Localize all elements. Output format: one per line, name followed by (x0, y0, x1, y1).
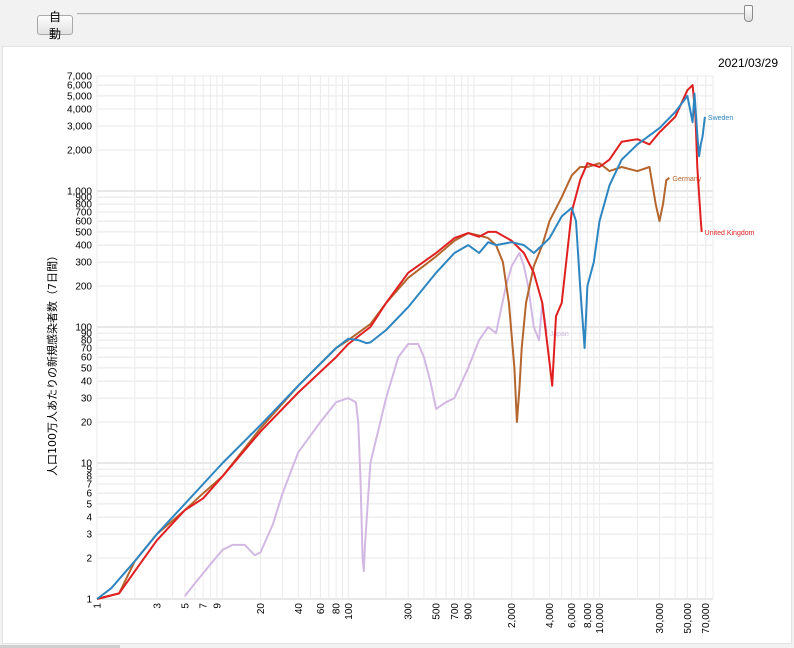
y-tick-label: 700 (75, 208, 92, 219)
x-tick-label: 40 (294, 603, 305, 615)
y-tick-label: 20 (81, 418, 93, 429)
y-tick-label: 3,000 (67, 122, 92, 133)
x-tick-label: 30,000 (655, 603, 666, 634)
x-tick-label: 70,000 (701, 603, 712, 634)
y-tick-label: 2,000 (67, 146, 92, 157)
bottom-scrollbar[interactable] (0, 645, 120, 648)
x-tick-label: 500 (432, 603, 443, 620)
y-tick-label: 500 (75, 227, 92, 238)
y-tick-label: 8 (86, 472, 92, 483)
y-tick-label: 800 (75, 200, 92, 211)
x-tick-label: 60 (316, 603, 327, 615)
y-tick-label: 90 (81, 329, 93, 340)
y-tick-label: 6,000 (67, 81, 92, 92)
y-tick-label: 60 (81, 353, 93, 364)
y-tick-label: 100 (75, 322, 92, 333)
x-tick-label: 5 (180, 603, 191, 609)
date-slider-track[interactable] (77, 13, 750, 15)
y-tick-label: 300 (75, 258, 92, 269)
x-tick-label: 7 (199, 603, 210, 609)
y-tick-label: 4 (86, 513, 92, 524)
y-tick-label: 5,000 (67, 91, 92, 102)
chart-date-label: 2021/03/29 (717, 56, 778, 70)
chart-panel (2, 46, 792, 644)
x-tick-label: 900 (464, 603, 475, 620)
y-tick-label: 10 (81, 458, 93, 469)
y-tick-label: 200 (75, 282, 92, 293)
x-tick-label: 50,000 (683, 603, 694, 634)
series-label: Sweden (708, 115, 733, 122)
x-tick-label: 6,000 (567, 603, 578, 628)
series-line-germany (96, 162, 671, 600)
x-tick-label: 3 (152, 603, 163, 609)
chart-series: Japan Germany United Kingdom Sweden (96, 84, 755, 600)
series-line-japan (184, 252, 548, 597)
y-tick-label: 7 (86, 480, 92, 491)
toolbar: 自動 (0, 0, 794, 44)
series-label: United Kingdom (705, 230, 755, 237)
y-tick-label: 40 (81, 377, 93, 388)
y-tick-label: 80 (81, 336, 93, 347)
y-tick-label: 50 (81, 363, 93, 374)
x-tick-label: 20 (256, 603, 267, 615)
y-tick-label: 900 (75, 193, 92, 204)
auto-play-button[interactable]: 自動 (37, 10, 73, 41)
y-tick-label: 3 (86, 530, 92, 541)
y-tick-label: 70 (81, 344, 93, 355)
y-tick-label: 6 (86, 489, 92, 500)
x-tick-label: 8,000 (583, 603, 594, 628)
series-line-united-kingdom (96, 84, 703, 600)
series-label: Japan (550, 331, 569, 338)
x-tick-label: 700 (450, 603, 461, 620)
y-tick-label: 7,000 (67, 72, 92, 83)
y-tick-label: 4,000 (67, 105, 92, 116)
y-tick-label: 1,000 (67, 186, 92, 197)
x-tick-label: 80 (332, 603, 343, 615)
y-tick-label: 2 (86, 554, 92, 565)
date-slider-thumb[interactable] (744, 5, 753, 22)
x-tick-label: 10,000 (595, 603, 606, 634)
y-tick-label: 400 (75, 241, 92, 252)
x-tick-label: 9 (212, 603, 223, 609)
chart-grid (96, 75, 714, 600)
y-tick-label: 5 (86, 499, 92, 510)
y-tick-label: 30 (81, 394, 93, 405)
x-axis-labels: 1 3 5 7 9 20 40 60 80 100 300 500 700 900 2,000 4,000 6,… (93, 603, 713, 634)
x-tick-label: 1 (93, 603, 104, 609)
y-tick-label: 600 (75, 217, 92, 228)
series-line-sweden (96, 92, 706, 600)
y-tick-label: 1 (86, 595, 92, 606)
x-tick-label: 300 (404, 603, 415, 620)
x-tick-label: 2,000 (507, 603, 518, 628)
series-label: Germany (672, 176, 701, 183)
x-tick-label: 4,000 (545, 603, 556, 628)
y-axis-title: 人口100万人あたりの新規感染者数（7日間） (45, 250, 59, 476)
x-tick-label: 100 (344, 603, 355, 620)
y-tick-label: 9 (86, 465, 92, 476)
